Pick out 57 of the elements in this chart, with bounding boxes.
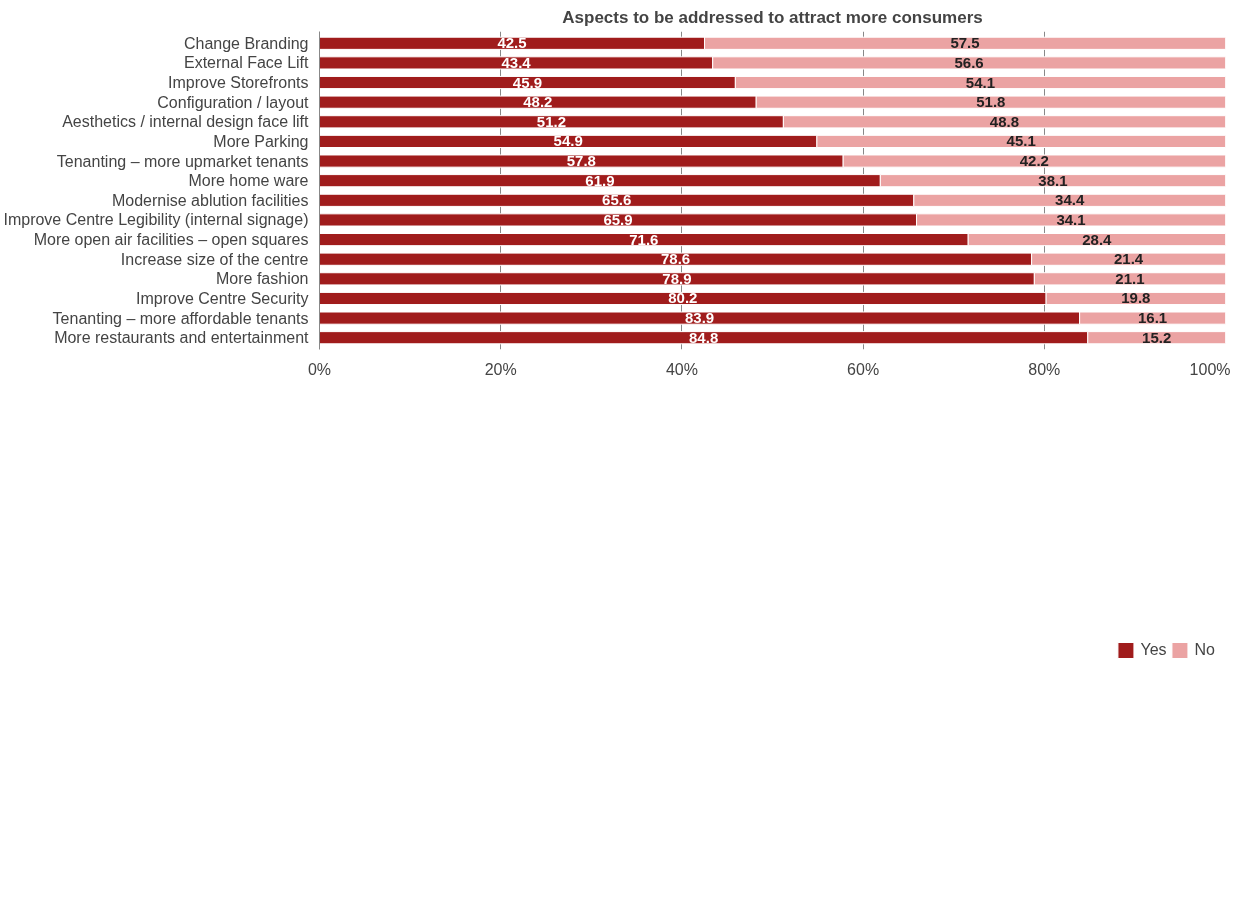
- data-label: 48.8: [989, 112, 1020, 130]
- data-label: 61.9: [585, 171, 615, 189]
- data-label: 21.4: [1113, 250, 1144, 268]
- data-label: 71.6: [629, 230, 659, 248]
- data-label: 28.4: [1082, 230, 1113, 248]
- y-tick-label: Change Branding: [183, 34, 309, 52]
- data-label: 65.6: [602, 191, 632, 209]
- data-label: 56.6: [954, 53, 984, 71]
- data-label: 34.4: [1055, 191, 1085, 209]
- data-label: 45.9: [512, 73, 543, 91]
- y-tick-label: Aesthetics / internal design face lift: [62, 113, 310, 131]
- data-label: 43.4: [501, 53, 532, 71]
- data-label: 16.1: [1137, 309, 1168, 327]
- data-label: 65.9: [603, 210, 633, 228]
- data-label: 54.9: [553, 132, 583, 150]
- data-label: 42.2: [1019, 152, 1049, 170]
- data-label: 15.2: [1142, 328, 1172, 346]
- data-label: 48.2: [523, 93, 553, 111]
- y-tick-label: Improve Centre Security: [135, 289, 309, 307]
- data-label: 57.8: [566, 152, 596, 170]
- y-tick-label: Configuration / layout: [157, 93, 310, 111]
- data-label: 45.1: [1006, 132, 1036, 150]
- data-label: 51.2: [536, 112, 567, 130]
- data-label: 19.8: [1121, 289, 1151, 307]
- y-tick-label: Increase size of the centre: [120, 250, 309, 268]
- x-tick-label: 0%: [307, 360, 332, 378]
- data-label: 78.9: [662, 269, 692, 287]
- y-tick-label: Improve Storefronts: [168, 74, 309, 92]
- y-tick-label: Tenanting – more affordable tenants: [52, 309, 309, 327]
- data-label: 51.8: [976, 93, 1006, 111]
- y-tick-label: External Face Lift: [184, 54, 310, 72]
- y-tick-label: More Parking: [213, 132, 309, 150]
- y-tick-label: More fashion: [216, 270, 309, 288]
- y-tick-label: Improve Centre Legibility (internal signage): [3, 211, 309, 229]
- data-label: 84.8: [689, 328, 719, 346]
- y-tick-label: Tenanting – more upmarket tenants: [56, 152, 309, 170]
- x-tick-label: 20%: [484, 360, 517, 378]
- data-label: 57.5: [950, 34, 980, 52]
- data-label: 34.1: [1056, 210, 1086, 228]
- data-label: 42.5: [497, 34, 527, 52]
- x-tick-label: 80%: [1028, 360, 1061, 378]
- y-tick-label: More home ware: [188, 172, 309, 190]
- data-label: 80.2: [668, 289, 698, 307]
- x-tick-label: 40%: [665, 360, 698, 378]
- y-tick-label: More restaurants and entertainment: [54, 329, 310, 347]
- data-label: 83.9: [684, 309, 715, 327]
- data-label: 78.6: [660, 250, 691, 268]
- data-label: 38.1: [1038, 171, 1068, 189]
- chart-title: Aspects to be addressed to attract more consumers: [562, 7, 983, 27]
- legend-label: No: [1194, 641, 1215, 659]
- legend-label: Yes: [1140, 641, 1167, 659]
- x-tick-label: 60%: [847, 360, 880, 378]
- data-label: 54.1: [965, 73, 996, 91]
- data-label: 21.1: [1115, 269, 1145, 287]
- y-tick-label: Modernise ablution facilities: [111, 191, 309, 209]
- x-tick-label: 100%: [1189, 360, 1231, 378]
- y-tick-label: More open air facilities – open squares: [33, 231, 309, 249]
